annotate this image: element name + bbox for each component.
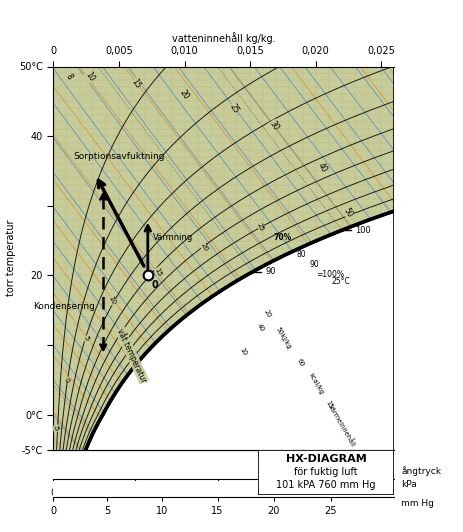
Polygon shape bbox=[53, 66, 463, 450]
Text: Kondensering: Kondensering bbox=[33, 302, 95, 311]
Y-axis label: torr temperatur: torr temperatur bbox=[6, 220, 16, 296]
Text: 15: 15 bbox=[324, 399, 333, 410]
Text: 100: 100 bbox=[354, 226, 370, 235]
Text: Värmning: Värmning bbox=[153, 232, 193, 242]
Text: 50kJ/kg: 50kJ/kg bbox=[274, 326, 291, 350]
Text: 0: 0 bbox=[63, 377, 70, 383]
Text: 30: 30 bbox=[267, 119, 280, 132]
Text: 101 kPA 760 mm Hg: 101 kPA 760 mm Hg bbox=[275, 480, 375, 490]
Text: kcal/kg: kcal/kg bbox=[307, 371, 324, 395]
Text: mm Hg: mm Hg bbox=[400, 499, 433, 508]
Text: för fuktig luft: för fuktig luft bbox=[294, 467, 357, 477]
Text: 10: 10 bbox=[83, 70, 96, 84]
Text: kPa: kPa bbox=[400, 480, 416, 489]
Text: 20: 20 bbox=[262, 309, 271, 319]
Text: 0: 0 bbox=[151, 280, 158, 290]
Text: våt temperatur: våt temperatur bbox=[115, 327, 149, 384]
Text: 15: 15 bbox=[153, 267, 163, 277]
X-axis label: vatteninnehåll kg/kg.: vatteninnehåll kg/kg. bbox=[172, 32, 275, 44]
Text: -5: -5 bbox=[52, 424, 60, 433]
Text: =100%: =100% bbox=[315, 270, 343, 279]
Text: 90: 90 bbox=[265, 268, 275, 277]
Text: 40: 40 bbox=[255, 322, 265, 333]
Text: 60: 60 bbox=[294, 358, 304, 368]
Text: 25: 25 bbox=[256, 221, 264, 232]
Text: ångtryck: ångtryck bbox=[400, 466, 440, 476]
Text: 10: 10 bbox=[107, 294, 117, 305]
Text: 40: 40 bbox=[315, 161, 328, 174]
Text: 80: 80 bbox=[295, 250, 305, 259]
Text: 15: 15 bbox=[129, 78, 142, 90]
Text: Sorptionsavfuktning: Sorptionsavfuktning bbox=[73, 152, 164, 161]
Text: 20: 20 bbox=[178, 88, 190, 101]
Text: 70%: 70% bbox=[273, 232, 291, 242]
Text: 25: 25 bbox=[227, 102, 240, 115]
Text: 5: 5 bbox=[82, 335, 90, 342]
Text: 10: 10 bbox=[238, 347, 248, 357]
Text: 25°C: 25°C bbox=[331, 277, 350, 286]
Text: 50: 50 bbox=[341, 206, 354, 219]
Text: värmeinnehåll: värmeinnehåll bbox=[326, 403, 356, 447]
Text: 90: 90 bbox=[308, 261, 318, 270]
Text: 8: 8 bbox=[64, 72, 74, 81]
Text: 20: 20 bbox=[199, 242, 208, 253]
Text: HX-DIAGRAM: HX-DIAGRAM bbox=[285, 454, 366, 464]
